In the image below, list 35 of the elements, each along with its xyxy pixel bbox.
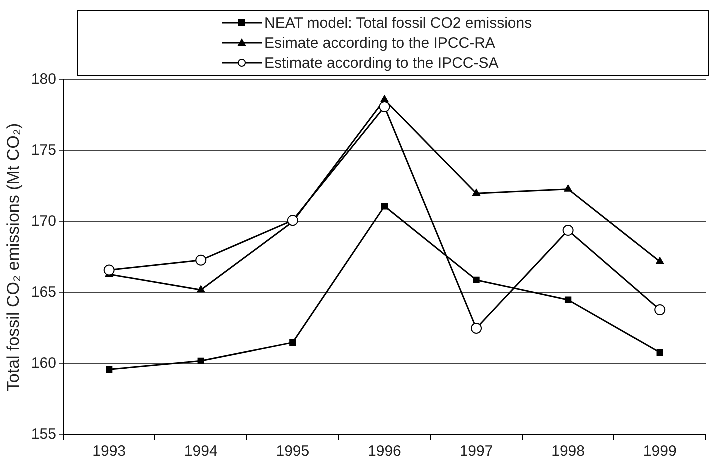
point [380,95,389,102]
point [106,366,113,374]
legend-label: NEAT model: Total fossil CO2 emissions [264,14,534,32]
y-tick-label: 180 [31,71,56,88]
x-tick-label: 1997 [460,443,494,460]
point [564,184,572,192]
point [381,203,388,210]
point [197,286,206,293]
point [654,304,666,316]
x-tick-label: 1993 [92,443,126,460]
y-tick-label: 175 [31,142,56,160]
point [656,349,664,356]
x-tick-label: 1995 [276,443,310,460]
legend-label: Esimate according to the IPCC-RA [264,34,496,52]
y-tick-label: 160 [31,355,56,372]
x-tick-label: 1999 [643,443,677,460]
y-tick-label: 170 [31,213,56,230]
y-tick-label: 155 [31,426,56,444]
point [562,225,574,236]
point [290,339,296,346]
x-tick-label: 1996 [368,443,402,460]
point [656,257,664,264]
point [198,358,204,364]
legend-label: Estimate according to the IPCC-SA [264,54,500,72]
point [471,323,482,334]
point [473,276,480,284]
point [472,189,480,196]
point [196,254,207,266]
point [104,264,115,276]
y-tick-label: 165 [31,284,56,302]
x-tick-label: 1994 [184,443,218,460]
point [564,296,572,304]
x-tick-label: 1998 [552,443,585,460]
y-axis-title: Total fossil CO₂ emissions (Mt CO₂) [4,123,23,392]
point [379,101,390,112]
